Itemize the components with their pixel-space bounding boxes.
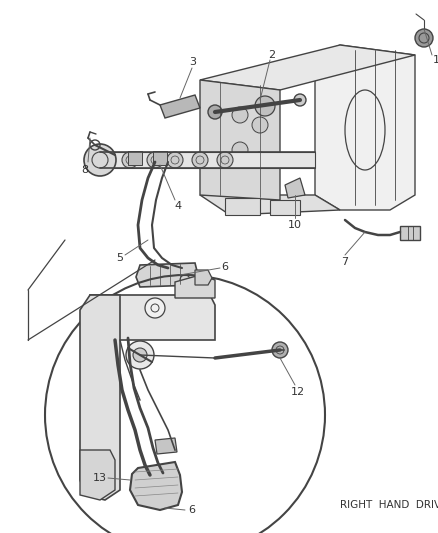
- Text: 1: 1: [433, 55, 438, 65]
- Text: 5: 5: [117, 253, 124, 263]
- Circle shape: [252, 117, 268, 133]
- Circle shape: [232, 107, 248, 123]
- Polygon shape: [160, 95, 200, 118]
- Polygon shape: [195, 270, 212, 285]
- Circle shape: [167, 152, 183, 168]
- Polygon shape: [200, 195, 340, 215]
- Polygon shape: [155, 438, 177, 454]
- Circle shape: [217, 152, 233, 168]
- Polygon shape: [270, 200, 300, 215]
- Circle shape: [145, 298, 165, 318]
- Text: 8: 8: [81, 165, 88, 175]
- Text: RIGHT  HAND  DRIVE: RIGHT HAND DRIVE: [340, 500, 438, 510]
- Text: 12: 12: [291, 387, 305, 397]
- Circle shape: [208, 105, 222, 119]
- Polygon shape: [175, 275, 215, 298]
- Text: 7: 7: [342, 257, 349, 267]
- Circle shape: [133, 348, 147, 362]
- Text: 2: 2: [268, 50, 276, 60]
- Polygon shape: [200, 45, 415, 90]
- Polygon shape: [400, 226, 420, 240]
- Circle shape: [126, 341, 154, 369]
- Circle shape: [255, 96, 275, 116]
- Text: 10: 10: [288, 220, 302, 230]
- Circle shape: [147, 152, 163, 168]
- Polygon shape: [80, 295, 120, 500]
- Text: 4: 4: [174, 201, 182, 211]
- Polygon shape: [90, 295, 215, 340]
- Text: 6: 6: [222, 262, 229, 272]
- Circle shape: [415, 29, 433, 47]
- Circle shape: [272, 342, 288, 358]
- Circle shape: [84, 144, 116, 176]
- Polygon shape: [285, 178, 305, 198]
- Text: 13: 13: [93, 473, 107, 483]
- Polygon shape: [100, 152, 315, 168]
- Polygon shape: [200, 80, 280, 200]
- Polygon shape: [315, 45, 415, 210]
- Polygon shape: [153, 151, 167, 165]
- Circle shape: [294, 94, 306, 106]
- Circle shape: [232, 142, 248, 158]
- Circle shape: [252, 152, 268, 168]
- Polygon shape: [80, 450, 115, 500]
- Text: 3: 3: [190, 57, 197, 67]
- Circle shape: [122, 152, 138, 168]
- Polygon shape: [225, 198, 260, 215]
- Polygon shape: [136, 263, 198, 287]
- Polygon shape: [130, 462, 182, 510]
- Circle shape: [192, 152, 208, 168]
- Polygon shape: [128, 151, 142, 165]
- Text: 6: 6: [188, 505, 195, 515]
